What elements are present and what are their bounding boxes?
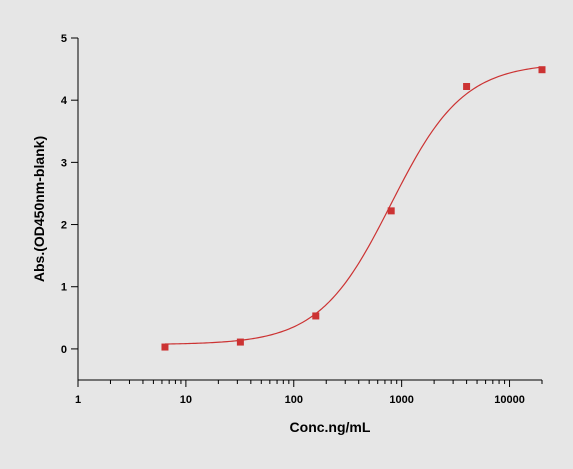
x-tick-label: 100: [285, 394, 303, 406]
y-tick-label: 5: [61, 33, 67, 45]
x-axis-label: Conc.ng/mL: [290, 419, 371, 435]
x-tick-label: 1000: [389, 394, 413, 406]
y-axis-label: Abs.(OD450nm-blank): [31, 136, 47, 282]
y-tick-label: 2: [61, 220, 67, 232]
y-tick-label: 3: [61, 157, 67, 169]
y-tick-label: 0: [61, 344, 67, 356]
x-axis-ticks: 1 10 100 1000 10000: [75, 380, 543, 406]
fit-curve: [164, 66, 543, 345]
y-axis-ticks: 0 1 2 3 4 5: [61, 33, 78, 356]
data-point: [387, 207, 395, 215]
data-point: [312, 312, 320, 320]
y-tick-label: 4: [61, 95, 68, 107]
data-point: [538, 66, 546, 74]
data-point: [463, 83, 471, 91]
data-point: [161, 343, 169, 351]
y-tick-label: 1: [61, 282, 67, 294]
data-point: [236, 338, 244, 346]
x-tick-label: 10: [180, 394, 192, 406]
plot-area: 1 10 100 1000 10000 0 1 2 3 4 5: [61, 33, 546, 406]
data-points: [161, 66, 546, 351]
x-tick-label: 10000: [494, 394, 525, 406]
x-tick-label: 1: [75, 394, 81, 406]
